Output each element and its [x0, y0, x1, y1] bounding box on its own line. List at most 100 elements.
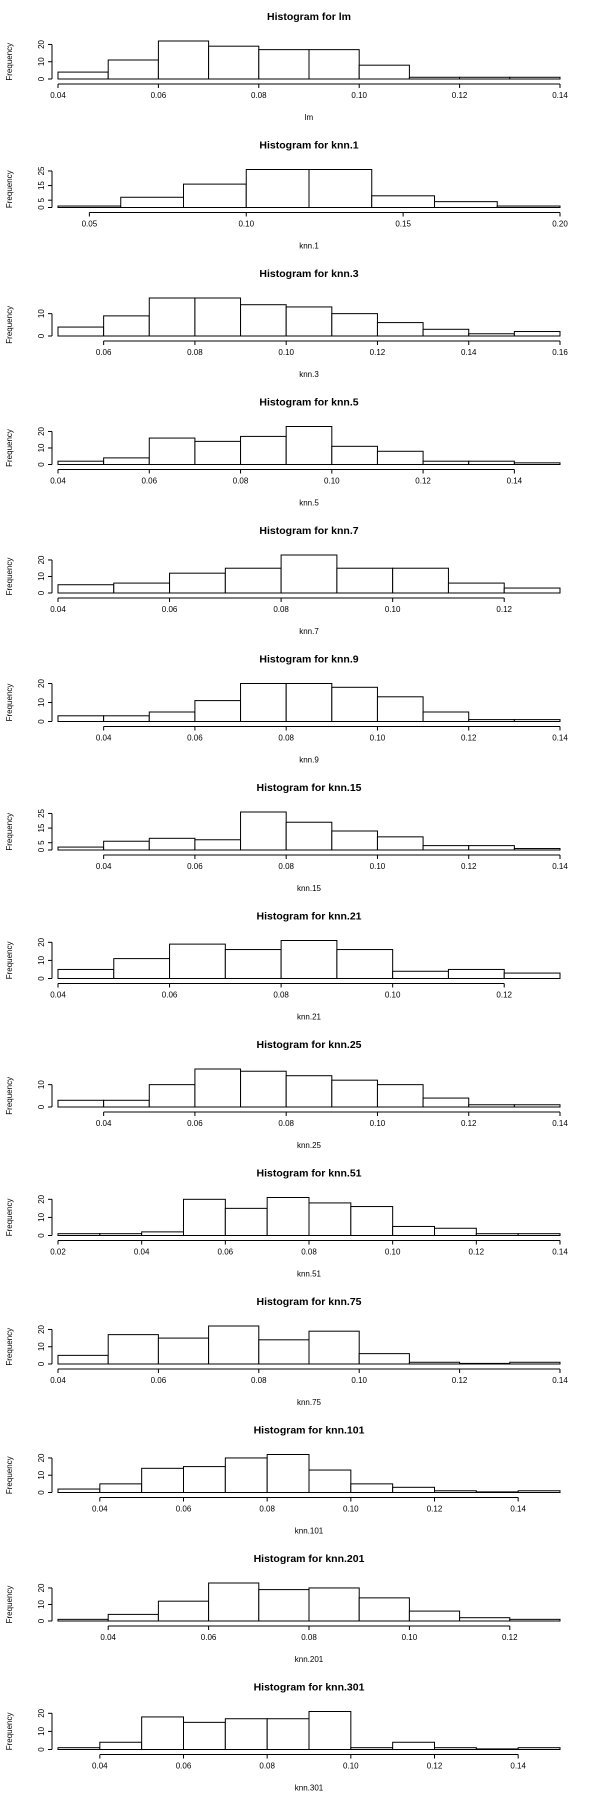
histogram-bar	[107, 1613, 159, 1622]
histogram-title: Histogram for knn.1	[259, 140, 358, 152]
x-tick-label: 0.10	[385, 605, 401, 614]
x-tick-label: 0.10	[278, 348, 294, 357]
x-tick-label: 0.06	[162, 605, 178, 614]
x-tick-label: 0.08	[278, 1119, 294, 1128]
histogram-bar	[422, 711, 470, 722]
histogram-bar	[240, 435, 287, 466]
histogram-title: Histogram for knn.25	[256, 1039, 361, 1051]
histogram-bar	[350, 1483, 394, 1494]
histogram-bar	[113, 958, 171, 979]
x-tick-label: 0.10	[343, 1762, 359, 1771]
y-axis-label: Frequency	[5, 813, 14, 851]
x-tick-label: 0.04	[96, 862, 112, 871]
x-tick-label: 0.12	[427, 1505, 443, 1514]
x-tick-label: 0.08	[273, 605, 289, 614]
y-tick-label: 0	[37, 976, 46, 981]
y-tick-label: 0	[37, 1233, 46, 1238]
x-tick-label: 0.12	[370, 348, 386, 357]
histogram-title: Histogram for knn.75	[256, 1296, 361, 1308]
y-axis-label: Frequency	[5, 1586, 14, 1624]
histogram-bar	[208, 1582, 260, 1622]
histogram-bar	[258, 49, 310, 80]
x-tick-label: 0.12	[469, 1248, 485, 1257]
y-tick-label: 10	[37, 1342, 46, 1351]
x-tick-label: 0.06	[176, 1505, 192, 1514]
histogram-bar	[57, 1747, 101, 1750]
x-tick-label: 0.14	[510, 1762, 526, 1771]
x-axis-label: knn.301	[295, 1784, 324, 1793]
histogram-bar	[336, 567, 394, 594]
x-tick-label: 0.10	[324, 477, 340, 486]
y-tick-label: 10	[37, 1599, 46, 1608]
histogram-bar	[392, 1486, 435, 1494]
x-tick-label: 0.12	[427, 1762, 443, 1771]
histogram-bar	[285, 306, 333, 337]
x-tick-label: 0.05	[82, 220, 98, 229]
x-tick-label: 0.10	[385, 1248, 401, 1257]
histogram-bar	[148, 437, 196, 465]
histogram-bar	[194, 839, 242, 851]
y-tick-label: 20	[37, 1324, 46, 1333]
histogram-bar	[308, 1587, 360, 1622]
histogram-bar	[468, 1104, 515, 1108]
x-tick-label: 0.12	[461, 734, 477, 743]
histogram-bar	[331, 1079, 378, 1108]
histogram-title: Histogram for knn.301	[254, 1682, 365, 1694]
y-tick-label: 0	[37, 590, 46, 595]
histogram-panel: Histogram for knn.21 0.04 0.06 0.08 0.10 0.12…	[5, 911, 561, 1022]
histogram-bar	[169, 943, 226, 979]
histogram-bar	[308, 1202, 352, 1237]
histogram-panel: Histogram for knn.25 0.04 0.06 0.08 0.10 0.12…	[5, 1039, 568, 1150]
x-tick-label: 0.14	[552, 1376, 568, 1385]
histogram-bar	[475, 1491, 519, 1494]
histogram-bar	[517, 1490, 561, 1493]
histogram-bar	[422, 845, 470, 851]
histogram-bar	[280, 940, 338, 979]
histogram-title: Histogram for knn.15	[256, 782, 361, 794]
x-tick-label: 0.06	[201, 1633, 217, 1642]
histogram-bar	[183, 1198, 226, 1237]
histogram-bar	[376, 322, 424, 337]
x-tick-label: 0.12	[502, 1633, 518, 1642]
histogram-bar	[141, 1467, 185, 1494]
y-tick-label: 10	[37, 698, 46, 707]
x-tick-label: 0.10	[343, 1505, 359, 1514]
y-tick-label: 0	[37, 719, 46, 724]
x-tick-label: 0.16	[552, 348, 568, 357]
histogram-bar	[57, 968, 115, 980]
y-tick-label: 10	[37, 57, 46, 66]
histogram-bar	[120, 196, 184, 208]
histogram-bar	[240, 1070, 287, 1108]
histogram-bar	[513, 331, 561, 337]
x-tick-label: 0.10	[370, 1119, 386, 1128]
x-tick-label: 0.08	[278, 862, 294, 871]
x-tick-label: 0.08	[251, 1376, 267, 1385]
histogram-bar	[459, 76, 511, 80]
y-axis-label: Frequency	[5, 1077, 14, 1115]
x-tick-label: 0.14	[552, 1119, 568, 1128]
y-tick-label: 0	[37, 1104, 46, 1109]
y-tick-label: 20	[37, 555, 46, 564]
y-tick-label: 0	[37, 205, 46, 210]
x-tick-label: 0.12	[496, 605, 512, 614]
histogram-bar	[434, 1227, 477, 1237]
histogram-bar	[496, 205, 561, 209]
x-tick-label: 0.06	[218, 1248, 234, 1257]
histogram-panel: Histogram for knn.9 0.04 0.06 0.08 0.10 0.12 0…	[5, 654, 568, 765]
y-tick-label: 10	[37, 1726, 46, 1735]
histogram-bar	[57, 584, 115, 594]
histogram-bar	[503, 587, 561, 594]
x-tick-label: 0.04	[50, 477, 66, 486]
histogram-bar	[509, 1361, 561, 1365]
histogram-bar	[57, 460, 105, 465]
x-tick-label: 0.04	[96, 1119, 112, 1128]
histogram-bar	[141, 1716, 185, 1751]
x-tick-label: 0.08	[233, 477, 249, 486]
histogram-panel: Histogram for knn.75 0.04 0.06 0.08 0.10 0.12…	[5, 1296, 568, 1407]
x-tick-label: 0.04	[100, 1633, 116, 1642]
histogram-bar	[169, 572, 226, 594]
histogram-bar	[459, 1362, 511, 1365]
x-tick-label: 0.14	[552, 734, 568, 743]
histogram-bar	[331, 445, 378, 465]
histogram-bar	[475, 1233, 519, 1236]
